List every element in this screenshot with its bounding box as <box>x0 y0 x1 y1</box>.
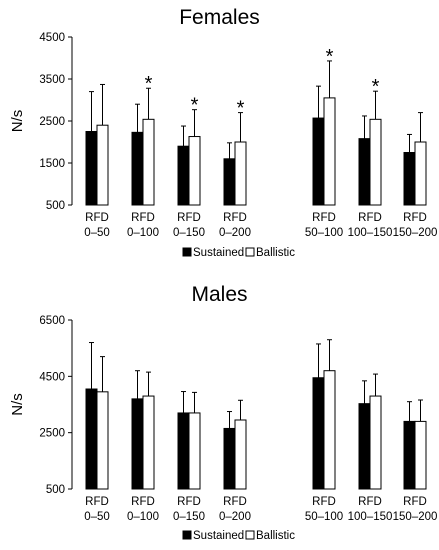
legend-label-sustained: Sustained <box>193 247 244 259</box>
bar-ballistic <box>323 370 336 490</box>
legend-swatch-sustained <box>182 530 192 540</box>
significance-marker: * <box>191 95 199 117</box>
bar-sustained <box>403 420 416 490</box>
chart-title: Females <box>179 6 260 29</box>
x-tick-label: RFD <box>358 212 382 224</box>
y-tick-label: 4500 <box>39 32 65 44</box>
bar-ballistic <box>142 118 155 206</box>
legend-swatch-ballistic <box>245 247 255 257</box>
x-tick-label: 0–150 <box>173 227 205 239</box>
x-tick-label: RFD <box>312 496 336 508</box>
bar-sustained <box>131 131 144 206</box>
x-tick-label: 0–100 <box>127 227 159 239</box>
bar-sustained <box>177 412 190 490</box>
y-tick-label: 500 <box>46 200 65 212</box>
x-tick-label: RFD <box>131 496 155 508</box>
bar-ballistic <box>188 412 201 490</box>
y-axis-label: N/s <box>9 110 26 133</box>
x-tick-label: RFD <box>131 212 155 224</box>
bar-sustained <box>131 398 144 490</box>
y-tick-label: 2500 <box>39 428 65 440</box>
legend-label-ballistic: Ballistic <box>256 247 295 259</box>
x-tick-label: 0–200 <box>219 227 251 239</box>
x-tick-label: RFD <box>223 212 247 224</box>
x-tick-label: 50–100 <box>305 511 343 523</box>
bar-ballistic <box>369 118 382 206</box>
x-tick-label: 0–50 <box>84 511 110 523</box>
y-tick-label: 2500 <box>39 116 65 128</box>
x-tick-label: RFD <box>85 496 109 508</box>
bar-sustained <box>312 377 325 490</box>
x-tick-label: RFD <box>85 212 109 224</box>
chart-panel-females: Females N/s 500 1500 2500 3500 4500 RFD 0–50 * RFD… <box>9 6 437 259</box>
x-tick-label: RFD <box>403 212 427 224</box>
y-tick-label: 4500 <box>39 371 65 383</box>
x-tick-label: 100–150 <box>348 511 393 523</box>
x-tick-label: 0–150 <box>173 511 205 523</box>
significance-marker: * <box>372 76 380 98</box>
bar-sustained <box>223 158 236 206</box>
bar-ballistic <box>369 395 382 490</box>
bar-ballistic <box>96 391 109 490</box>
bar-sustained <box>358 138 371 206</box>
legend-swatch-ballistic <box>245 530 255 540</box>
x-tick-label: RFD <box>403 496 427 508</box>
bar-ballistic <box>234 141 247 206</box>
x-tick-label: RFD <box>312 212 336 224</box>
bar-sustained <box>85 388 98 490</box>
x-tick-label: 0–200 <box>219 511 251 523</box>
significance-marker: * <box>237 98 245 120</box>
legend-swatch-sustained <box>182 247 192 257</box>
bar-sustained <box>177 145 190 206</box>
x-tick-label: RFD <box>223 496 247 508</box>
bar-ballistic <box>414 420 427 490</box>
x-tick-label: 150–200 <box>393 227 438 239</box>
chart-panel-males: Males N/s 500 2500 4500 6500 RFD 0–50 RFD 0–100 RF… <box>9 283 437 542</box>
y-tick-label: 6500 <box>39 315 65 327</box>
x-tick-label: 150–200 <box>393 511 438 523</box>
y-tick-label: 1500 <box>39 158 65 170</box>
significance-marker: * <box>326 46 334 68</box>
y-tick-label: 500 <box>46 484 65 496</box>
y-tick-label: 3500 <box>39 74 65 86</box>
significance-marker: * <box>145 73 153 95</box>
bar-ballistic <box>323 97 336 206</box>
bar-ballistic <box>96 124 109 206</box>
x-tick-label: RFD <box>177 212 201 224</box>
bar-ballistic <box>234 419 247 490</box>
x-tick-label: RFD <box>358 496 382 508</box>
bar-ballistic <box>142 395 155 490</box>
legend-label-ballistic: Ballistic <box>256 530 295 542</box>
y-axis-label: N/s <box>9 393 26 416</box>
x-tick-label: 50–100 <box>305 227 343 239</box>
x-tick-label: 0–50 <box>84 227 110 239</box>
x-tick-label: 100–150 <box>348 227 393 239</box>
bar-ballistic <box>188 136 201 206</box>
bar-sustained <box>85 131 98 206</box>
bar-ballistic <box>414 141 427 206</box>
x-tick-label: 0–100 <box>127 511 159 523</box>
bar-sustained <box>358 403 371 490</box>
x-tick-label: RFD <box>177 496 201 508</box>
bar-sustained <box>312 117 325 206</box>
chart-title: Males <box>191 283 247 306</box>
bar-sustained <box>403 152 416 206</box>
legend-label-sustained: Sustained <box>193 530 244 542</box>
bar-sustained <box>223 427 236 490</box>
